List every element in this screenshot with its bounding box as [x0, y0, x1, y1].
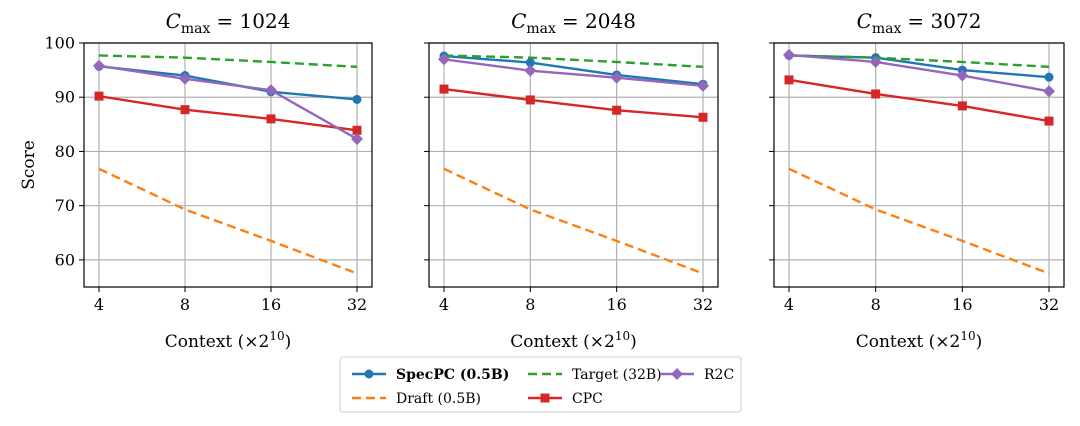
x-tick-label: 8: [525, 295, 535, 314]
x-tick-label: 32: [693, 295, 713, 314]
x-tick-label: 16: [261, 295, 281, 314]
x-tick-label: 32: [1039, 295, 1059, 314]
series-line-target: [788, 54, 1050, 69]
point-r2c: [697, 79, 709, 92]
x-axis-label: Context (×210): [165, 329, 292, 352]
point-r2c: [869, 55, 882, 68]
axes-frame: [83, 42, 373, 288]
series-line-cpc: [788, 78, 1050, 123]
y-tick-label: 90: [55, 88, 75, 107]
point-r2c: [1043, 85, 1055, 98]
y-tick-label: 60: [55, 250, 75, 269]
point-r2c: [610, 71, 623, 84]
series-line-draft: [98, 167, 358, 275]
point-cpc: [871, 89, 881, 99]
point-cpc: [612, 105, 622, 115]
y-axis-label: Score: [19, 140, 39, 190]
x-tick-label: 4: [784, 295, 794, 314]
point-cpc: [352, 125, 362, 135]
point-r2c: [93, 59, 105, 72]
point-r2c: [351, 132, 363, 145]
point-cpc: [957, 101, 967, 111]
point-r2c: [438, 53, 450, 66]
point-r2c: [524, 64, 537, 77]
panel-3: 4 8 16 32 Cmax = 3072 Context (×210): [769, 9, 1065, 352]
panel-title: Cmax = 1024: [166, 9, 291, 37]
point-cpc: [698, 112, 708, 122]
point-cpc: [180, 105, 190, 115]
point-cpc: [266, 114, 276, 124]
panel-1: 60 70 80 90 100 4 8 16 32 Cmax = 1024 Context (×210…: [19, 9, 373, 352]
y-tick-label: 80: [55, 142, 75, 161]
x-tick-label: 32: [347, 295, 367, 314]
series-line-cpc: [98, 94, 358, 132]
series-line-r2c: [788, 53, 1050, 93]
point-r2c: [179, 72, 191, 85]
series-line-draft: [443, 167, 704, 275]
point-r2c: [956, 69, 969, 82]
point-specpc: [352, 94, 362, 104]
x-axis-label: Context (×210): [510, 329, 637, 352]
x-axis-label: Context (×210): [856, 329, 983, 352]
legend-label-specpc: SpecPC (0.5B): [396, 367, 509, 383]
x-tick-label: 4: [439, 295, 449, 314]
x-tick-label: 16: [606, 295, 626, 314]
point-specpc: [525, 58, 535, 68]
axes-frame: [428, 42, 719, 288]
panels: 60 70 80 90 100 4 8 16 32 Cmax = 1024 Context (×210…: [19, 9, 1065, 352]
point-r2c: [265, 84, 277, 97]
legend: SpecPC (0.5B) Draft (0.5B) Target (32B) CPC…: [339, 356, 742, 413]
series-line-specpc: [443, 54, 704, 86]
y-tick-label: 100: [44, 34, 75, 53]
legend-marker-r2c: [671, 368, 683, 380]
legend-marker-cpc: [540, 393, 550, 403]
x-tick-label: 16: [952, 295, 972, 314]
point-specpc: [1044, 72, 1054, 82]
legend-label-target: Target (32B): [572, 367, 662, 383]
y-tick-label: 70: [55, 196, 75, 215]
legend-label-r2c: R2C: [704, 367, 734, 383]
axes-frame: [773, 42, 1065, 288]
series-line-draft: [788, 167, 1050, 275]
point-cpc: [94, 91, 104, 101]
panel-title: Cmax = 3072: [857, 9, 982, 37]
point-r2c: [783, 48, 795, 61]
legend-label-draft: Draft (0.5B): [396, 391, 481, 407]
series-line-cpc: [443, 87, 704, 119]
legend-box: [339, 356, 742, 413]
point-cpc: [439, 84, 449, 94]
x-tick-label: 8: [871, 295, 881, 314]
panel-title: Cmax = 2048: [511, 9, 636, 37]
point-cpc: [784, 75, 794, 85]
legend-marker-specpc: [364, 369, 374, 379]
point-cpc: [1044, 116, 1054, 126]
legend-label-cpc: CPC: [572, 391, 603, 407]
x-tick-label: 8: [180, 295, 190, 314]
x-tick-label: 4: [94, 295, 104, 314]
series-line-target: [98, 54, 358, 69]
panel-2: 4 8 16 32 Cmax = 2048 Context (×210): [424, 9, 719, 352]
point-cpc: [525, 95, 535, 105]
series-line-r2c: [98, 64, 358, 141]
series-line-target: [443, 54, 704, 69]
series-line-r2c: [443, 58, 704, 88]
